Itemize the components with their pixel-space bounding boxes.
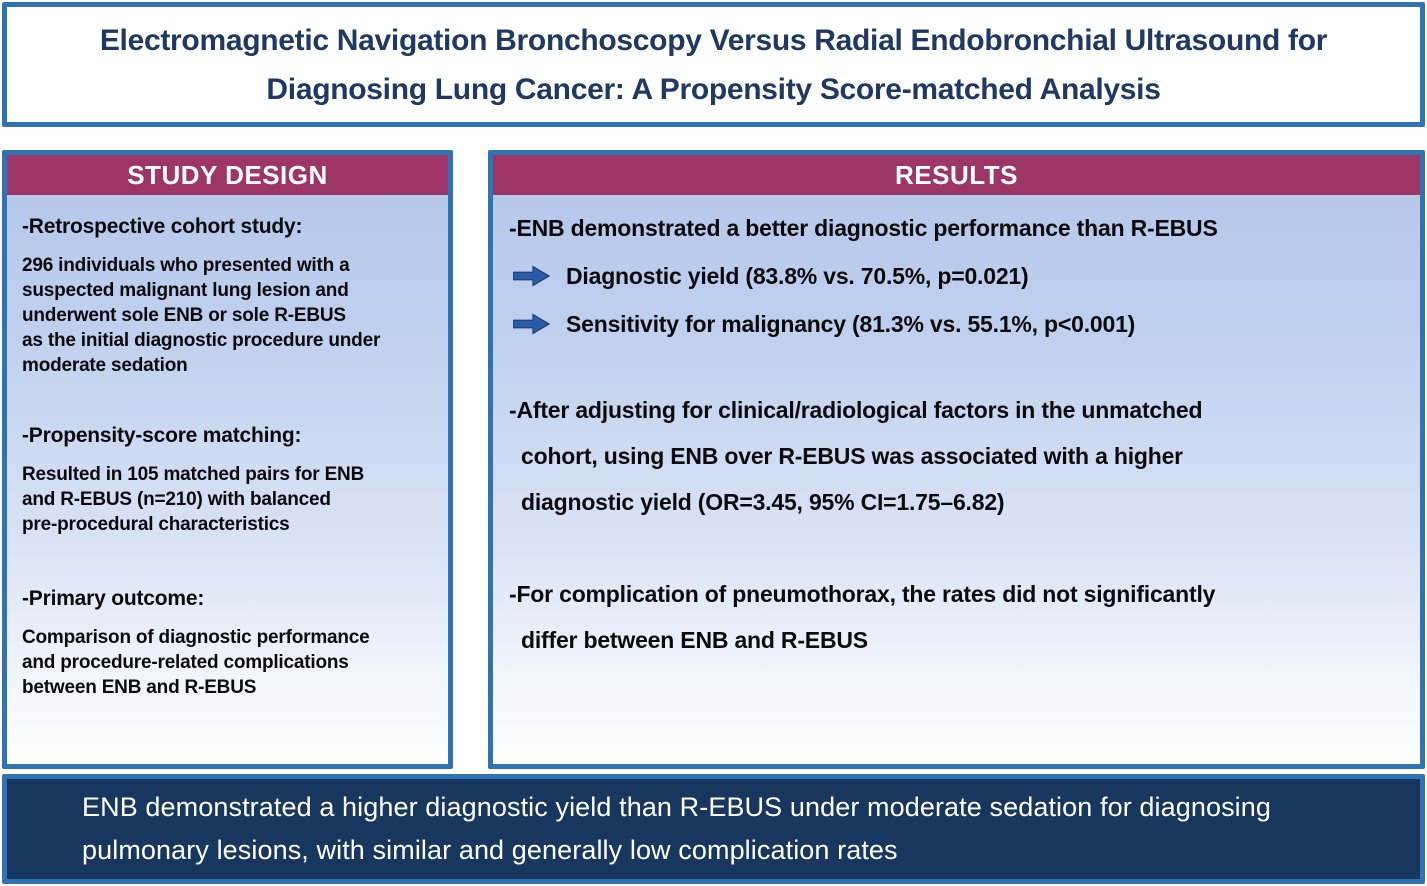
study-design-section-heading: -Propensity-score matching:	[22, 424, 302, 447]
results-bullet-text: Sensitivity for malignancy (81.3% vs. 55…	[566, 310, 1136, 337]
results-statement: -For complication of pneumothorax, the r…	[509, 581, 1216, 653]
study-design-body: -Retrospective cohort study: 296 individ…	[7, 195, 448, 700]
title-box: Electromagnetic Navigation Bronchoscopy …	[2, 2, 1425, 127]
study-design-panel: STUDY DESIGN -Retrospective cohort study…	[2, 150, 453, 769]
results-header: RESULTS	[493, 155, 1420, 195]
results-bullet-list: Diagnostic yield (83.8% vs. 70.5%, p=0.0…	[512, 259, 1400, 341]
study-design-header: STUDY DESIGN	[7, 155, 448, 195]
study-design-section-heading: -Primary outcome:	[22, 587, 205, 610]
study-design-section-body: 296 individuals who presented with a sus…	[22, 255, 381, 376]
page-title: Electromagnetic Navigation Bronchoscopy …	[99, 23, 1328, 106]
results-body: -ENB demonstrated a better diagnostic pe…	[493, 195, 1420, 663]
study-design-section-body: Resulted in 105 matched pairs for ENB an…	[22, 464, 365, 535]
results-bullet: Sensitivity for malignancy (81.3% vs. 55…	[512, 307, 1400, 341]
results-bullet: Diagnostic yield (83.8% vs. 70.5%, p=0.0…	[512, 259, 1400, 293]
arrow-right-icon	[512, 264, 551, 288]
arrow-right-icon	[512, 312, 551, 336]
results-statement: -After adjusting for clinical/radiologic…	[509, 397, 1203, 515]
results-panel: RESULTS -ENB demonstrated a better diagn…	[488, 150, 1425, 769]
study-design-section-body: Comparison of diagnostic performance and…	[22, 627, 370, 698]
conclusion-banner: ENB demonstrated a higher diagnostic yie…	[2, 774, 1425, 884]
study-design-section-heading: -Retrospective cohort study:	[22, 215, 303, 238]
results-bullet-text: Diagnostic yield (83.8% vs. 70.5%, p=0.0…	[566, 262, 1029, 289]
conclusion-text: ENB demonstrated a higher diagnostic yie…	[82, 792, 1271, 865]
results-statement: -ENB demonstrated a better diagnostic pe…	[509, 215, 1218, 241]
